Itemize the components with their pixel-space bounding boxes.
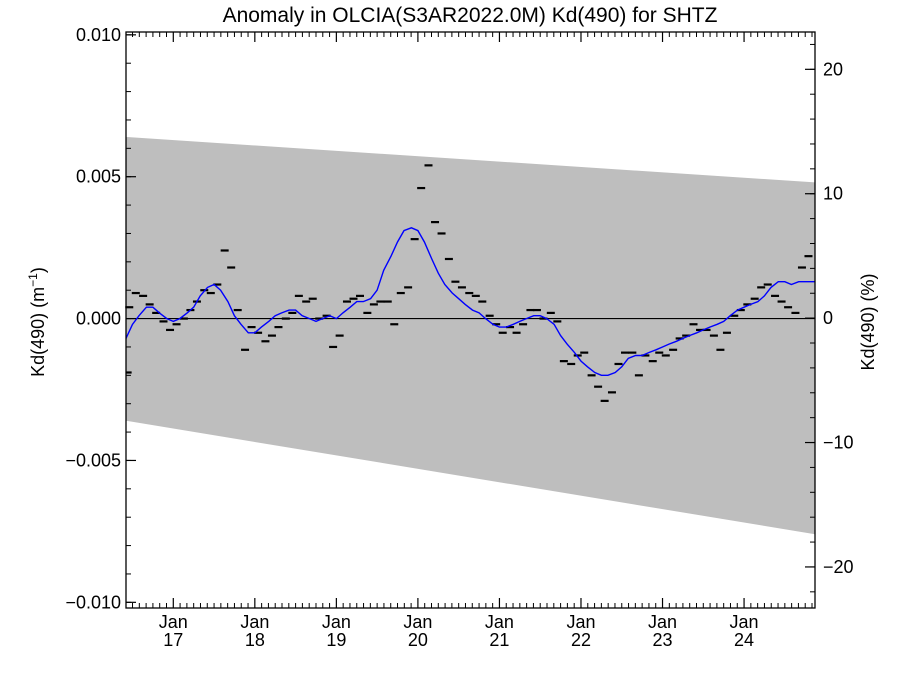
right-axis-label: Kd(490) (%): [858, 273, 878, 370]
left-tick-label: −0.005: [65, 450, 121, 470]
x-tick-month-label: Jan: [648, 612, 677, 632]
x-tick-month-label: Jan: [159, 612, 188, 632]
chart-title: Anomaly in OLCIA(S3AR2022.0M) Kd(490) fo…: [223, 4, 718, 27]
left-axis-label-close: ): [28, 267, 48, 273]
x-tick-month-label: Jan: [322, 612, 351, 632]
ticks-layer: 0.010 0.005 0.000 −0.005 −0.010 20 10 0 −10 −20 Ja…: [65, 25, 853, 650]
left-axis-label-main: Kd(490) (m: [28, 287, 48, 377]
left-tick-label: 0.000: [76, 309, 121, 329]
plot-frame: [125, 31, 816, 609]
uncertainty-band-layer: [126, 136, 815, 535]
right-tick-label: −20: [823, 557, 854, 577]
x-tick-year-label: 23: [653, 630, 673, 650]
x-tick-year-label: 21: [489, 630, 509, 650]
x-tick-month-label: Jan: [730, 612, 759, 632]
left-tick-label: 0.005: [76, 167, 121, 187]
right-tick-label: −10: [823, 433, 854, 453]
smoothed-line-layer: [125, 227, 815, 376]
axes-layer: [125, 31, 816, 609]
x-tick-year-label: 24: [734, 630, 754, 650]
x-tick-month-label: Jan: [485, 612, 514, 632]
left-axis-label: Kd(490) (m−1): [26, 267, 48, 377]
x-tick-year-label: 22: [571, 630, 591, 650]
uncertainty-band: [126, 136, 815, 535]
x-tick-year-label: 17: [163, 630, 183, 650]
x-tick-year-label: 19: [326, 630, 346, 650]
x-tick-month-label: Jan: [403, 612, 432, 632]
right-tick-label: 10: [823, 184, 843, 204]
right-tick-label: 0: [823, 308, 833, 328]
x-tick-year-label: 20: [408, 630, 428, 650]
monthly-marks-layer: [125, 164, 813, 402]
x-tick-month-label: Jan: [566, 612, 595, 632]
x-tick-year-label: 18: [245, 630, 265, 650]
right-tick-label: 20: [823, 59, 843, 79]
x-tick-month-label: Jan: [240, 612, 269, 632]
smoothed-series-line: [125, 227, 815, 376]
left-tick-label: 0.010: [76, 25, 121, 45]
left-tick-label: −0.010: [65, 592, 121, 612]
left-axis-label-superscript: −1: [26, 273, 40, 287]
